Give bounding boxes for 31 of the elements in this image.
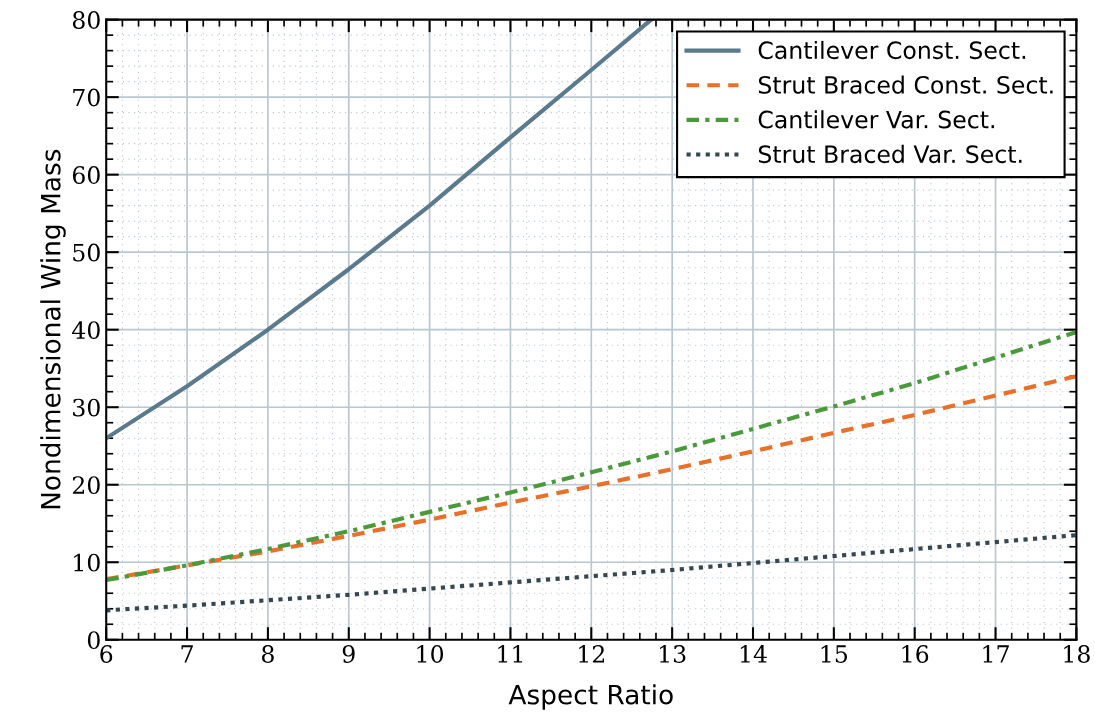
y-tick-label: 20 xyxy=(72,476,100,495)
x-tick-label: 7 xyxy=(181,645,193,663)
legend-label: Cantilever Const. Sect. xyxy=(758,40,1026,60)
y-tick-label: 40 xyxy=(72,321,100,339)
x-tick-label: 6 xyxy=(100,645,113,663)
x-tick-label: 16 xyxy=(902,645,929,663)
line-series xyxy=(106,19,654,441)
y-tick-label: 60 xyxy=(72,166,100,184)
x-tick-label: 10 xyxy=(417,645,444,663)
y-tick-label: 70 xyxy=(73,88,100,107)
y-tick-label: 10 xyxy=(74,553,100,572)
x-axis-title: Aspect Ratio xyxy=(508,684,673,710)
y-tick-label: 30 xyxy=(73,398,100,417)
x-tick-label: 18 xyxy=(1064,645,1090,663)
y-tick-label: 50 xyxy=(73,243,100,262)
x-tick-label: 14 xyxy=(740,645,767,663)
x-tick-label: 13 xyxy=(660,645,686,663)
legend-label: Strut Braced Var. Sect. xyxy=(758,144,1022,164)
legend-label: Strut Braced Const. Sect. xyxy=(758,75,1053,94)
x-tick-label: 17 xyxy=(983,645,1009,663)
y-tick-label: 0 xyxy=(87,631,100,650)
x-tick-label: 12 xyxy=(579,645,605,663)
legend-label: Cantilever Var. Sect. xyxy=(758,110,994,129)
x-tick-label: 9 xyxy=(342,645,355,663)
x-tick-label: 15 xyxy=(821,645,848,663)
x-tick-label: 8 xyxy=(261,645,274,663)
x-tick-label: 11 xyxy=(498,645,523,663)
y-tick-label: 80 xyxy=(72,11,100,29)
line-series xyxy=(106,533,1077,613)
line-series xyxy=(106,329,1077,583)
y-axis-title: Nondimensional Wing Mass xyxy=(40,149,66,509)
